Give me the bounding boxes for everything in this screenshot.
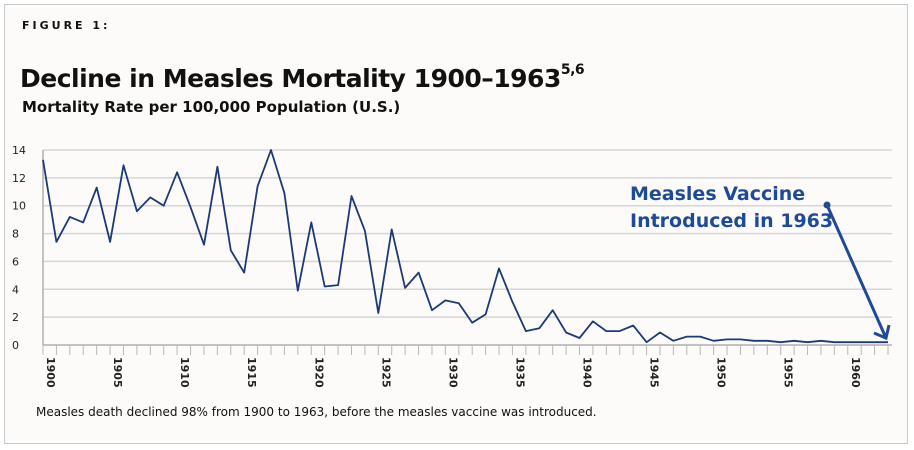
x-tick-label: 1945 <box>648 357 661 388</box>
x-tick-label: 1915 <box>245 357 258 388</box>
x-tick-label: 1930 <box>446 357 459 388</box>
figure-label: FIGURE 1: <box>22 19 111 32</box>
y-tick-label: 2 <box>12 311 19 324</box>
annotation-text: Introduced in 1963 <box>630 210 833 232</box>
x-tick-label: 1905 <box>111 357 124 388</box>
title-citation: 5,6 <box>560 62 585 78</box>
y-tick-label: 12 <box>12 172 26 185</box>
chart-subtitle: Mortality Rate per 100,000 Population (U… <box>22 98 401 116</box>
x-tick-label: 1900 <box>44 357 57 388</box>
y-tick-label: 14 <box>12 144 26 157</box>
x-tick-label: 1955 <box>782 357 795 388</box>
footnote: Measles death declined 98% from 1900 to … <box>36 405 597 419</box>
y-tick-label: 10 <box>12 200 26 213</box>
x-tick-label: 1950 <box>715 357 728 388</box>
y-tick-label: 6 <box>12 255 19 268</box>
x-tick-label: 1960 <box>849 357 862 388</box>
x-tick-label: 1925 <box>379 357 392 388</box>
chart-title: Decline in Measles Mortality 1900–19635,… <box>20 62 585 93</box>
title-text: Decline in Measles Mortality 1900–1963 <box>20 64 561 93</box>
x-tick-label: 1940 <box>581 357 594 388</box>
figure-frame <box>4 4 908 444</box>
x-tick-label: 1910 <box>178 357 191 388</box>
y-tick-label: 0 <box>12 339 19 352</box>
y-tick-label: 8 <box>12 228 19 241</box>
annotation-arrow <box>825 204 888 339</box>
x-tick-label: 1935 <box>513 357 526 388</box>
mortality-line <box>42 149 888 344</box>
x-tick-label: 1920 <box>312 357 325 388</box>
arrowhead-icon <box>873 324 891 341</box>
annotation-text: Measles Vaccine <box>630 183 805 205</box>
y-tick-label: 4 <box>12 283 19 296</box>
